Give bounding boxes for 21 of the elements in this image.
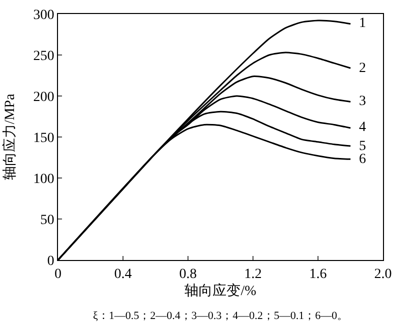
x-tick-label: 0.8 xyxy=(179,266,197,282)
series-label: 2 xyxy=(359,61,366,76)
y-tick-label: 300 xyxy=(33,8,54,23)
x-tick-label: 1.6 xyxy=(309,266,327,282)
y-tick-label: 0 xyxy=(47,254,54,269)
y-axis-title: 轴向应力/MPa xyxy=(2,93,18,180)
text: ξ：1—0.5；2—0.4；3—0.3；4—0.2；5—0.1；6—0。 xyxy=(93,310,348,322)
x-tick-label: 1.2 xyxy=(244,266,262,282)
y-tick-label: 200 xyxy=(33,90,54,105)
series-label: 1 xyxy=(359,16,366,31)
x-tick-label: 0.4 xyxy=(114,266,132,282)
series-label: 3 xyxy=(359,94,366,109)
y-tick-label: 250 xyxy=(33,48,54,64)
series-label: 4 xyxy=(359,120,366,135)
y-tick-label: 150 xyxy=(33,130,54,146)
x-tick-label: 2.0 xyxy=(374,266,392,282)
series-label: 6 xyxy=(359,152,366,167)
y-tick-label: 50 xyxy=(40,212,54,228)
series-label: 5 xyxy=(359,139,366,154)
x-axis-title: 轴向应变/% xyxy=(184,283,257,300)
y-tick-label: 100 xyxy=(33,172,54,187)
